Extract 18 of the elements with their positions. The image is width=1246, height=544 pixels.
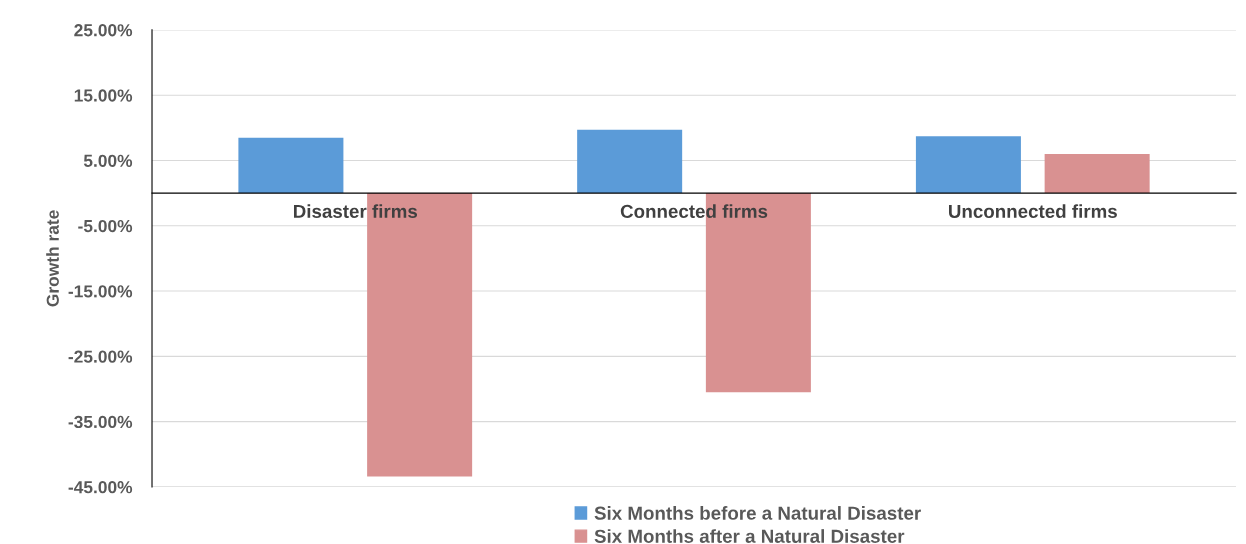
y-tick-label: 5.00%: [83, 154, 133, 167]
y-tick-label: 15.00%: [74, 89, 133, 102]
bar: [1044, 153, 1150, 194]
bar: [915, 136, 1021, 194]
y-tick-label: -25.00%: [68, 350, 133, 363]
x-tick-label: Unconnected firms: [949, 204, 1117, 218]
x-tick-label: Disaster firms: [293, 204, 418, 218]
y-tick-label: -15.00%: [68, 285, 133, 298]
bar: [367, 193, 473, 477]
y-tick-label: -35.00%: [68, 415, 133, 429]
y-tick-label: 25.00%: [74, 24, 133, 37]
bar: [238, 137, 344, 194]
y-axis-title: Growth rate: [46, 210, 59, 307]
legend-label: Six Months before a Natural Disaster: [594, 506, 921, 520]
y-tick-label: -5.00%: [78, 219, 133, 233]
bar: [577, 129, 683, 194]
legend-label: Six Months after a Natural Disaster: [594, 529, 905, 543]
y-tick-label: -45.00%: [68, 481, 133, 494]
